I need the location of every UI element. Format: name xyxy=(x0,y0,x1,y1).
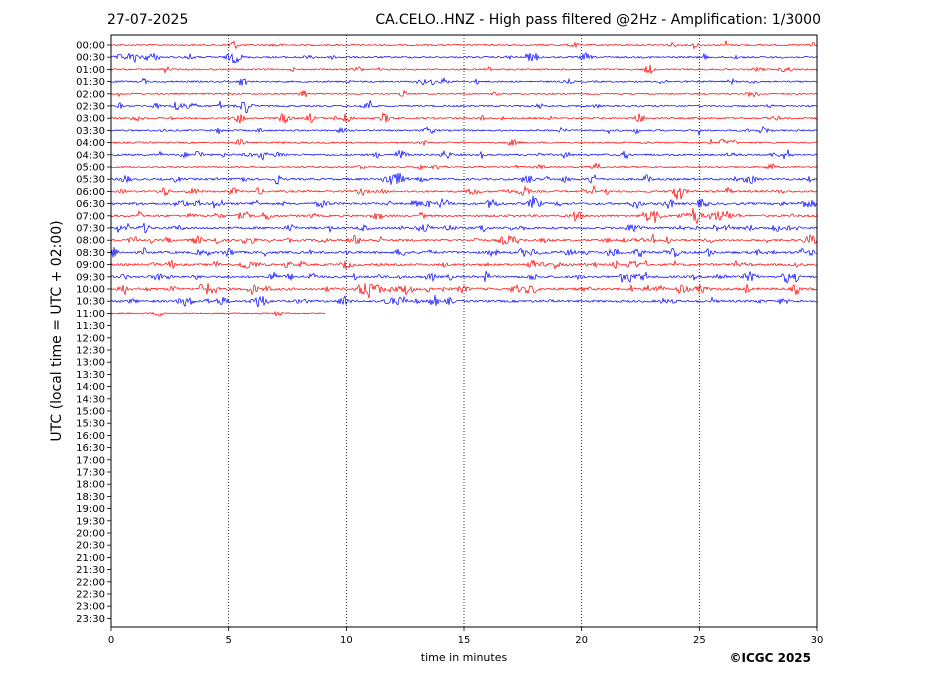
copyright-label: ©ICGC 2025 xyxy=(729,651,811,665)
trace-07:00 xyxy=(110,207,818,225)
trace-07:30 xyxy=(110,222,818,234)
trace-05:30 xyxy=(110,172,818,185)
trace-03:00 xyxy=(110,112,818,124)
y-tick-label: 14:00 xyxy=(76,382,105,393)
date-label: 27-07-2025 xyxy=(107,12,189,28)
y-tick-label: 13:00 xyxy=(76,358,105,369)
trace-01:00 xyxy=(110,64,818,75)
x-tick-label: 5 xyxy=(225,635,231,646)
trace-03:30 xyxy=(110,126,818,136)
y-tick-label: 23:30 xyxy=(76,614,105,625)
y-tick-label: 23:00 xyxy=(76,602,105,613)
y-tick-label: 03:30 xyxy=(76,126,105,137)
y-tick-label: 16:30 xyxy=(76,443,105,454)
trace-04:30 xyxy=(110,149,818,161)
y-tick-label: 11:30 xyxy=(76,321,105,332)
y-tick-label: 22:00 xyxy=(76,577,105,588)
y-tick-label: 06:30 xyxy=(76,199,105,210)
y-tick-label: 16:00 xyxy=(76,431,105,442)
y-tick-label: 02:30 xyxy=(76,102,105,113)
trace-06:30 xyxy=(110,195,818,210)
x-tick-label: 15 xyxy=(458,635,471,646)
y-tick-label: 09:30 xyxy=(76,272,105,283)
x-tick-label: 30 xyxy=(811,635,824,646)
y-tick-label: 14:30 xyxy=(76,394,105,405)
y-tick-label: 04:00 xyxy=(76,138,105,149)
trace-05:00 xyxy=(110,162,818,171)
y-tick-label: 13:30 xyxy=(76,370,105,381)
seismic-traces xyxy=(110,40,818,317)
y-tick-label: 00:00 xyxy=(76,41,105,52)
y-tick-label: 08:00 xyxy=(76,236,105,247)
trace-08:00 xyxy=(110,233,818,246)
trace-10:00 xyxy=(110,282,818,299)
y-tick-label: 18:00 xyxy=(76,480,105,491)
trace-04:00 xyxy=(110,138,818,146)
y-tick-label: 01:30 xyxy=(76,77,105,88)
chart-title: CA.CELO..HNZ - High pass filtered @2Hz -… xyxy=(375,12,821,28)
trace-09:00 xyxy=(110,259,818,270)
y-tick-label: 20:30 xyxy=(76,541,105,552)
y-tick-label: 10:30 xyxy=(76,297,105,308)
trace-01:30 xyxy=(110,76,818,86)
y-tick-label: 05:00 xyxy=(76,163,105,174)
trace-06:00 xyxy=(110,184,818,200)
y-tick-label: 15:00 xyxy=(76,407,105,418)
x-axis-label: time in minutes xyxy=(420,651,508,664)
y-tick-label: 19:30 xyxy=(76,516,105,527)
x-tick-label: 20 xyxy=(575,635,588,646)
plot-frame xyxy=(110,34,818,628)
y-tick-label: 09:00 xyxy=(76,260,105,271)
y-tick-label: 21:00 xyxy=(76,553,105,564)
y-tick-label: 20:00 xyxy=(76,529,105,540)
y-tick-label: 15:30 xyxy=(76,419,105,430)
y-tick-label: 11:00 xyxy=(76,309,105,320)
y-tick-label: 17:00 xyxy=(76,455,105,466)
y-tick-label: 17:30 xyxy=(76,468,105,479)
x-tick-label: 25 xyxy=(693,635,706,646)
x-tick-label: 0 xyxy=(108,635,114,646)
y-tick-label: 07:30 xyxy=(76,224,105,235)
trace-00:30 xyxy=(110,52,818,64)
y-tick-label: 18:30 xyxy=(76,492,105,503)
y-tick-label: 02:00 xyxy=(76,89,105,100)
y-tick-label: 00:30 xyxy=(76,53,105,64)
y-axis-label: UTC (local time = UTC + 02:00) xyxy=(49,220,65,442)
trace-02:30 xyxy=(110,100,818,114)
trace-10:30 xyxy=(110,294,818,308)
grid-lines xyxy=(228,35,700,627)
y-tick-label: 08:30 xyxy=(76,248,105,259)
y-tick-label: 10:00 xyxy=(76,285,105,296)
y-tick-label: 12:00 xyxy=(76,333,105,344)
y-tick-label: 22:30 xyxy=(76,590,105,601)
trace-09:30 xyxy=(110,270,818,284)
y-tick-label: 07:00 xyxy=(76,211,105,222)
trace-02:00 xyxy=(110,89,818,98)
y-tick-label: 12:30 xyxy=(76,346,105,357)
y-tick-label: 19:00 xyxy=(76,504,105,515)
x-tick-label: 10 xyxy=(340,635,353,646)
y-tick-label: 21:30 xyxy=(76,565,105,576)
y-tick-label: 01:00 xyxy=(76,65,105,76)
y-tick-label: 03:00 xyxy=(76,114,105,125)
y-tick-label: 05:30 xyxy=(76,175,105,186)
y-tick-label: 06:00 xyxy=(76,187,105,198)
trace-00:00 xyxy=(110,40,818,50)
trace-11:00 xyxy=(110,310,326,317)
y-tick-label: 04:30 xyxy=(76,150,105,161)
trace-08:30 xyxy=(110,246,818,258)
